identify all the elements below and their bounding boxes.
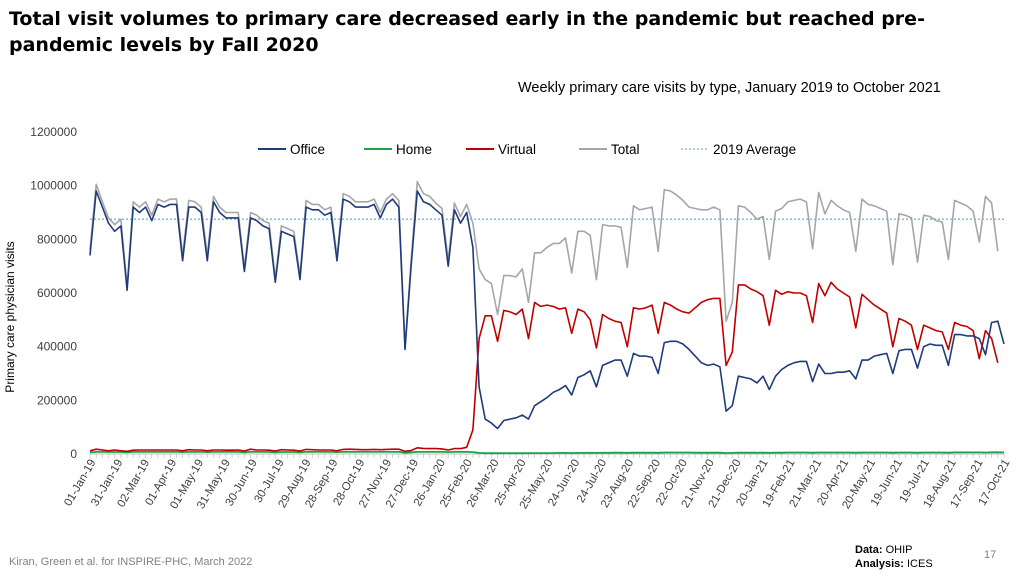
analysis-label: Analysis: xyxy=(855,558,904,570)
y-tick-label: 600000 xyxy=(37,286,77,300)
analysis-value: ICES xyxy=(906,558,933,570)
footer-credit: Kiran, Green et al. for INSPIRE-PHC, Mar… xyxy=(9,556,253,568)
y-tick-label: 0 xyxy=(70,447,77,461)
legend-label-avg: 2019 Average xyxy=(713,142,796,157)
series-line-home xyxy=(89,450,1005,455)
data-value: OHIP xyxy=(885,544,913,556)
x-axis: 01-Jan-1931-Jan-1902-Mar-1901-Apr-1901-M… xyxy=(62,453,1013,511)
y-axis-label: Primary care physician visits xyxy=(3,241,17,392)
y-tick-label: 1000000 xyxy=(30,179,77,193)
series-line-office xyxy=(89,190,1005,430)
y-tick-label: 1200000 xyxy=(30,125,77,139)
series-line-total xyxy=(89,180,999,348)
y-tick-label: 200000 xyxy=(37,393,77,407)
legend-label-virtual: Virtual xyxy=(498,142,536,157)
data-label: Data: xyxy=(855,544,883,556)
series-lines xyxy=(89,180,1005,455)
chart-title: Total visit volumes to primary care decr… xyxy=(9,8,925,56)
source-note: Data: OHIP Analysis: ICES xyxy=(855,543,933,571)
y-axis: 0 200000 400000 600000 800000 1000000 1200000 xyxy=(30,125,77,461)
legend-label-total: Total xyxy=(611,142,640,157)
page-number: 17 xyxy=(984,549,997,561)
chart-subtitle: Weekly primary care visits by type, Janu… xyxy=(518,80,941,96)
series-line-virtual xyxy=(89,281,999,453)
y-tick-label: 400000 xyxy=(37,340,77,354)
legend-label-home: Home xyxy=(396,142,432,157)
legend: Office Home Virtual Total 2019 Average xyxy=(258,142,796,157)
legend-label-office: Office xyxy=(290,142,325,157)
y-tick-label: 800000 xyxy=(37,232,77,246)
